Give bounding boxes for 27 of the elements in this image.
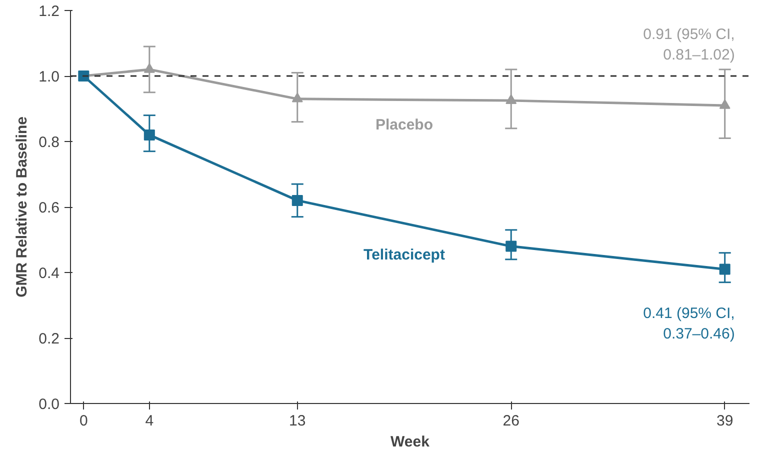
y-tick-label: 0.6 <box>38 200 60 216</box>
point <box>506 240 517 252</box>
annotation: 0.91 (95% CI, 0.81–1.02) <box>643 26 735 64</box>
point <box>144 63 155 73</box>
y-tick-label: 1.0 <box>38 68 60 86</box>
y-tick-label: 0.0 <box>38 396 60 413</box>
y-tick-label: 1.2 <box>38 3 60 20</box>
point <box>506 94 517 104</box>
point <box>719 99 730 109</box>
series-label: Placebo <box>375 116 434 134</box>
point <box>78 70 90 82</box>
point <box>719 264 730 275</box>
point <box>292 194 303 206</box>
x-axis-title: Week <box>390 434 430 450</box>
x-tick-label: 26 <box>502 412 520 430</box>
x-tick-label: 13 <box>289 412 306 430</box>
x-tick-label: 0 <box>79 412 88 430</box>
x-tick-label: 4 <box>145 412 154 430</box>
y-tick-label: 0.2 <box>38 330 60 348</box>
series-label: Telitacicept <box>364 246 445 264</box>
y-tick-label: 0.4 <box>38 265 60 282</box>
y-tick-label: 0.8 <box>38 134 60 151</box>
point <box>144 129 155 140</box>
x-tick-label: 39 <box>716 412 734 430</box>
point <box>292 92 303 102</box>
y-axis-title: GMR Relative to Baseline <box>14 116 31 298</box>
annotation: 0.41 (95% CI, 0.37–0.46) <box>643 305 735 343</box>
